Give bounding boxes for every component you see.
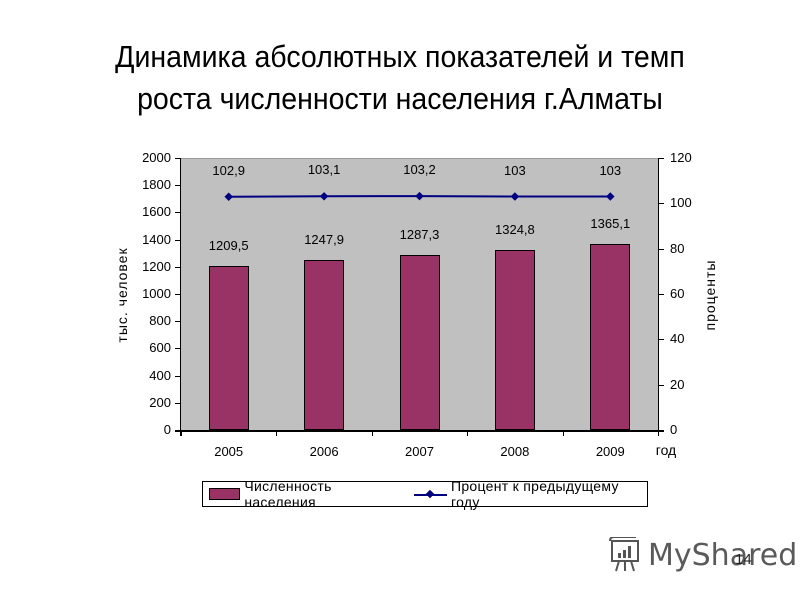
legend-label-population: Численность населения [244, 478, 332, 510]
y-tick-label: 1600 [142, 204, 171, 220]
y2-tick-label: 20 [670, 376, 685, 392]
y-tick [175, 430, 181, 431]
y-tick [175, 212, 181, 214]
watermark: MyShared [608, 537, 797, 573]
x-tick [276, 430, 278, 436]
y-tick [175, 158, 181, 159]
y2-tick [658, 339, 664, 341]
y2-tick [658, 248, 664, 250]
title-line-2: роста численности населения г.Алматы [137, 81, 663, 116]
y-tick [175, 348, 181, 350]
y2-tick-label: 60 [670, 286, 685, 301]
line-value-label: 102,9 [212, 162, 245, 178]
line-value-label: 103 [599, 162, 622, 178]
chart-legend: Численность населения Процент к предыдущ… [202, 478, 648, 510]
bar-population [399, 254, 440, 430]
x-tick-label: 2008 [500, 444, 530, 459]
x-axis-title: год [655, 442, 677, 458]
x-tick-label: 2009 [595, 444, 625, 459]
slide-title: Динамика абсолютных показателей и темп р… [32, 36, 768, 120]
line-value-label: 103,1 [307, 162, 341, 178]
y-tick [175, 375, 181, 377]
y-tick-label: 1200 [142, 258, 171, 274]
bar-population [590, 244, 631, 430]
y-axis-line [180, 158, 181, 436]
y-tick [175, 402, 181, 404]
y2-tick [658, 158, 664, 159]
line-value-label: 103,2 [403, 162, 436, 178]
bar-population [208, 265, 249, 430]
y2-tick [658, 294, 664, 295]
bar-value-label: 1247,9 [304, 232, 344, 248]
y-tick-label: 2000 [142, 150, 171, 165]
y2-tick [658, 384, 664, 386]
y-axis-title: тыс. человек [114, 247, 130, 343]
y2-tick-label: 0 [670, 422, 678, 437]
y2-tick [658, 203, 664, 205]
y-tick-label: 1000 [142, 286, 171, 301]
x-tick [562, 430, 564, 436]
y2-tick-label: 120 [670, 150, 692, 165]
x-tick-label: 2007 [405, 444, 434, 459]
x-tick-label: 2006 [309, 444, 339, 459]
y-tick [175, 185, 181, 187]
y2-tick [658, 430, 664, 431]
page-number: 14 [735, 551, 752, 568]
presentation-board-icon [609, 537, 639, 572]
bar-value-label: 1365,1 [590, 216, 631, 232]
y-tick-label: 600 [149, 340, 171, 356]
watermark-text: MyShared [648, 537, 798, 573]
bar-population [494, 249, 535, 430]
bar-value-label: 1209,5 [208, 237, 249, 253]
x-tick [467, 430, 469, 436]
y2-tick-label: 80 [670, 240, 685, 256]
y2-tick-label: 100 [670, 195, 692, 211]
y-tick-label: 1800 [142, 177, 171, 193]
x-tick-label: 2005 [214, 444, 244, 459]
y2-tick-label: 40 [670, 331, 685, 347]
bar-value-label: 1287,3 [399, 226, 440, 242]
y-tick [175, 294, 181, 295]
bar-population [304, 260, 345, 430]
line-value-label: 103 [504, 162, 526, 178]
legend-line-marker-icon [413, 489, 448, 499]
y-tick-label: 800 [149, 313, 171, 329]
y-tick-label: 200 [149, 394, 171, 410]
y-tick-label: 400 [149, 367, 171, 383]
x-tick [658, 430, 659, 436]
x-tick [181, 430, 182, 436]
y-tick [175, 239, 181, 241]
bar-value-label: 1324,8 [495, 221, 535, 237]
y-tick-label: 0 [163, 422, 171, 437]
y2-axis-line [658, 158, 659, 436]
y-tick [175, 266, 181, 268]
y2-axis-title: проценты [702, 259, 718, 331]
x-axis-line [175, 430, 664, 432]
title-line-1: Динамика абсолютных показателей и темп [115, 39, 685, 74]
y-tick [175, 321, 181, 323]
y-tick-label: 1400 [142, 231, 171, 247]
x-tick [371, 430, 373, 436]
legend-bar-swatch [209, 488, 241, 500]
legend-label-percent: Процент к предыдущему году [450, 478, 619, 510]
